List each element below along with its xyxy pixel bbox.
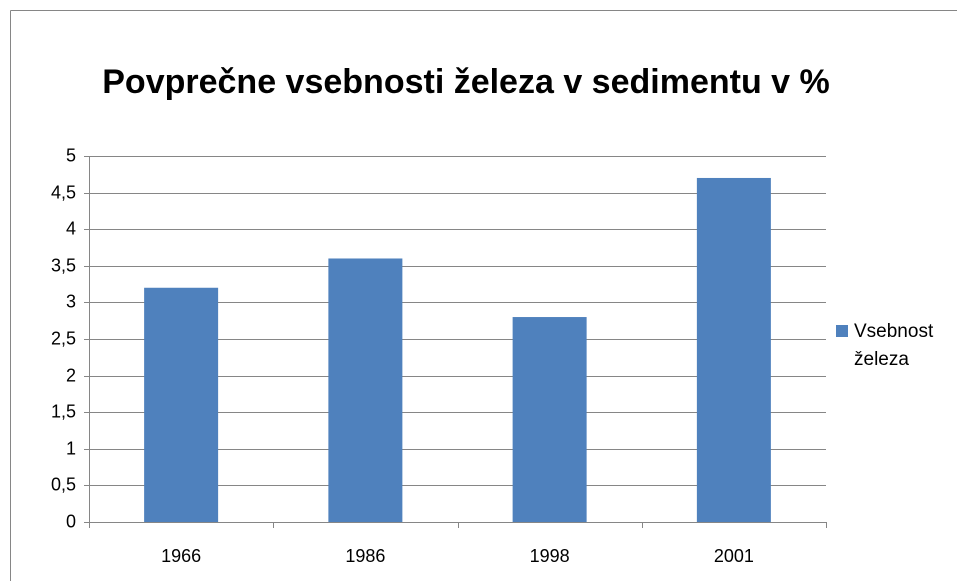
x-tick-label: 1998: [530, 546, 570, 566]
y-tick-label: 4: [66, 218, 76, 238]
y-tick-label: 3,5: [51, 255, 76, 275]
y-tick-label: 1,5: [51, 401, 76, 421]
bar: [144, 287, 219, 522]
y-tick-label: 3: [66, 291, 76, 311]
x-tick-label: 2001: [714, 546, 754, 566]
bar: [512, 317, 587, 522]
y-tick-label: 0: [66, 511, 76, 531]
y-tick-label: 2: [66, 365, 76, 385]
y-tick-label: 0,5: [51, 474, 76, 494]
chart-title: Povprečne vsebnosti železa v sedimentu v…: [102, 63, 830, 101]
x-tick-label: 1966: [161, 546, 201, 566]
y-tick-label: 2,5: [51, 328, 76, 348]
legend-label: Vsebnost železa: [854, 321, 934, 370]
y-tick-label: 5: [66, 145, 76, 165]
x-tick-label: 1986: [345, 546, 385, 566]
bar: [328, 258, 403, 522]
y-tick-label: 1: [66, 438, 76, 458]
legend-swatch: [836, 325, 848, 337]
bar: [696, 177, 771, 522]
y-tick-label: 4,5: [51, 182, 76, 202]
